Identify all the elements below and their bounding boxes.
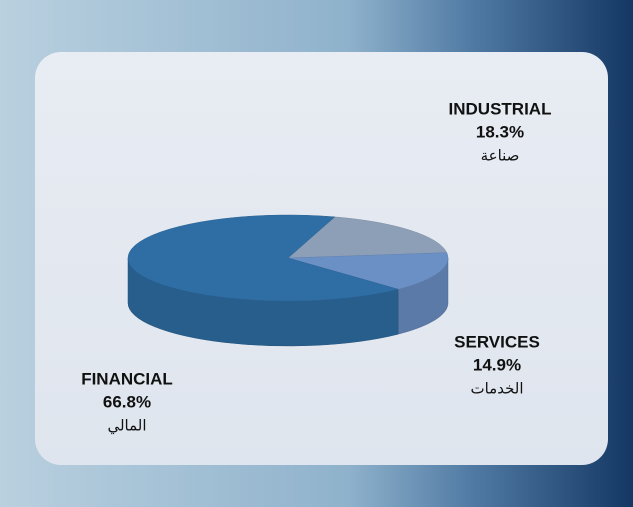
value-label: 18.3% bbox=[476, 122, 524, 141]
arabic-label: الخدمات bbox=[470, 380, 523, 398]
arabic-label: صناعة bbox=[481, 147, 520, 165]
category-label: FINANCIAL bbox=[81, 369, 173, 388]
chart: INDUSTRIAL 18.3% صناعة SERVICES 14.9% الخدمات… bbox=[0, 0, 633, 507]
category-label: SERVICES bbox=[454, 332, 540, 351]
value-label: 14.9% bbox=[473, 355, 521, 374]
arabic-label: المالي bbox=[107, 417, 146, 436]
category-label: INDUSTRIAL bbox=[449, 99, 552, 118]
pie bbox=[128, 215, 448, 346]
value-label: 66.8% bbox=[103, 392, 151, 411]
